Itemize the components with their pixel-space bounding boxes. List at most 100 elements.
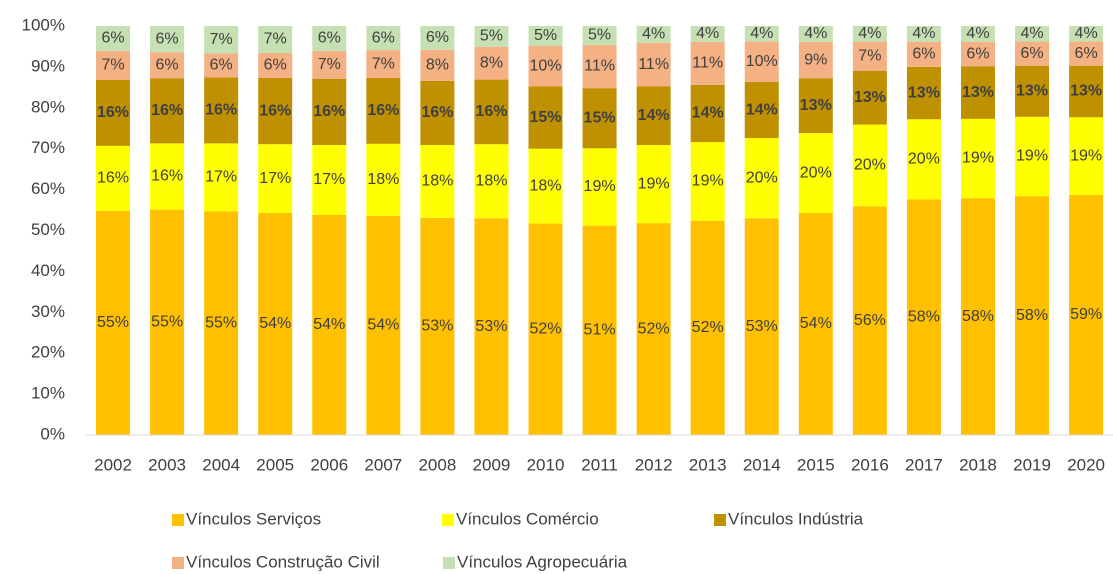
data-label: 4%: [1075, 25, 1098, 42]
x-tick-label: 2013: [689, 455, 727, 474]
bar-segment: [1069, 41, 1104, 66]
data-label: 7%: [101, 57, 124, 74]
bar-segment: [1069, 117, 1104, 195]
bar-segment: [420, 80, 455, 146]
bar-segment: [744, 41, 779, 83]
bar-segment: [258, 144, 293, 213]
bar-segment: [312, 145, 347, 215]
data-label: 6%: [101, 30, 124, 47]
legend-label: Vínculos Comércio: [456, 509, 599, 528]
bar-segment: [312, 214, 347, 435]
data-label: 6%: [156, 56, 179, 73]
bar-segment: [366, 77, 401, 144]
bar-segment: [798, 78, 833, 134]
bar-segment: [258, 212, 293, 435]
data-label: 55%: [151, 314, 183, 331]
bar-segment: [906, 41, 941, 67]
data-label: 6%: [966, 45, 989, 62]
bar-segment: [96, 26, 131, 51]
data-label: 16%: [151, 168, 183, 185]
data-label: 55%: [205, 314, 237, 331]
data-label: 11%: [692, 55, 723, 72]
bar-segment: [960, 118, 995, 199]
bar-segment: [852, 206, 887, 435]
bar-segment: [150, 78, 185, 144]
x-tick-label: 2019: [1013, 455, 1051, 474]
x-tick-label: 2014: [743, 455, 781, 474]
bar-segment: [906, 26, 941, 42]
legend-label: Vínculos Agropecuária: [457, 552, 628, 571]
y-tick-label: 90%: [31, 56, 65, 75]
bar-segment: [1015, 116, 1050, 197]
data-label: 52%: [692, 319, 724, 336]
bar-segment: [366, 50, 401, 78]
bar-segment: [582, 148, 617, 226]
bar-segment: [906, 66, 941, 120]
bar-segment: [150, 52, 185, 79]
y-tick-label: 0%: [40, 424, 65, 443]
data-label: 10%: [746, 53, 778, 70]
data-label: 54%: [313, 316, 345, 333]
data-label: 54%: [800, 315, 832, 332]
bar-segment: [636, 26, 671, 43]
data-label: 6%: [210, 57, 233, 74]
data-label: 20%: [854, 157, 886, 174]
data-label: 16%: [421, 104, 453, 121]
data-label: 6%: [264, 57, 287, 74]
data-label: 54%: [259, 315, 291, 332]
data-label: 11%: [584, 58, 615, 75]
bar-segment: [690, 142, 725, 221]
bar-segment: [798, 133, 833, 213]
bar-segment: [906, 119, 941, 200]
data-label: 19%: [584, 178, 616, 195]
data-label: 4%: [642, 26, 665, 43]
data-label: 4%: [1020, 25, 1043, 42]
bar-segment: [582, 225, 617, 435]
legend-swatch: [442, 514, 454, 526]
bar-segment: [1069, 26, 1104, 42]
y-tick-label: 70%: [31, 138, 65, 157]
data-label: 16%: [259, 102, 291, 119]
bar-segment: [96, 79, 131, 146]
bar-segment: [420, 217, 455, 435]
data-label: 14%: [692, 105, 724, 122]
bar-segment: [96, 145, 131, 211]
bar-segment: [1069, 65, 1104, 118]
bar-segment: [744, 26, 779, 42]
data-label: 9%: [804, 51, 827, 68]
bar-segment: [906, 199, 941, 435]
bar-segment: [312, 78, 347, 146]
bar-segment: [852, 70, 887, 125]
bar-segment: [420, 49, 455, 81]
bar-segment: [528, 26, 563, 46]
x-tick-label: 2004: [202, 455, 240, 474]
bar-segment: [528, 45, 563, 87]
bar-segment: [636, 42, 671, 87]
data-label: 16%: [205, 102, 237, 119]
bar-segment: [96, 210, 131, 435]
data-label: 8%: [426, 56, 449, 73]
data-label: 19%: [1070, 147, 1102, 164]
bar-segment: [960, 26, 995, 42]
bar-segment: [744, 82, 779, 139]
data-label: 6%: [156, 30, 179, 47]
bar-segment: [636, 223, 671, 435]
data-label: 11%: [638, 56, 669, 73]
data-label: 16%: [475, 103, 507, 120]
bar-segment: [582, 44, 617, 89]
data-label: 55%: [97, 314, 129, 331]
bar-segment: [420, 26, 455, 50]
data-label: 10%: [529, 57, 561, 74]
data-label: 13%: [1070, 83, 1102, 100]
data-label: 54%: [367, 317, 399, 334]
data-label: 19%: [692, 173, 724, 190]
data-label: 58%: [1016, 307, 1048, 324]
bar-segment: [852, 41, 887, 71]
data-label: 53%: [475, 318, 507, 335]
legend-swatch: [443, 557, 455, 569]
y-tick-label: 80%: [31, 97, 65, 116]
data-label: 16%: [313, 103, 345, 120]
bar-segment: [1015, 26, 1050, 42]
data-label: 59%: [1070, 306, 1102, 323]
